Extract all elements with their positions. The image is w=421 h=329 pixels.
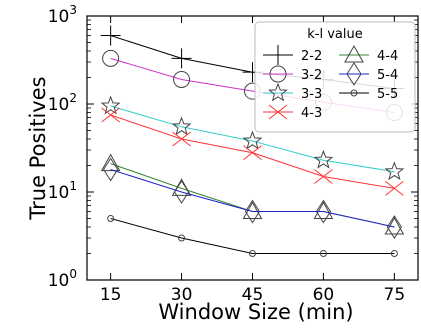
legend-label: 4-3 [301,106,322,121]
data-point-5-5 [390,250,398,258]
data-point-5-4 [386,215,402,239]
legend-title: k-l value [307,27,362,42]
marker-stroke [101,107,120,123]
legend-marker [268,104,288,120]
data-point-3-2 [173,70,191,88]
legend-item-5-5: 5-5 [339,87,398,102]
marker-shape [350,89,358,97]
marker-shape [344,44,364,63]
marker-shape [107,214,115,222]
legend-marker [268,45,288,65]
legend-label: 2-2 [301,49,322,64]
legend-marker [350,89,358,97]
legend-item-4-4: 4-4 [339,44,398,64]
y-tick-label: 102 [48,91,77,115]
marker-shape [178,234,186,242]
data-point-2-2 [100,25,121,46]
marker-stroke [385,180,404,196]
data-point-3-2 [102,49,120,67]
marker-shape [384,161,405,181]
marker-stroke [314,169,333,184]
marker-shape [313,201,334,220]
data-point-4-3 [385,180,404,196]
legend-item-3-2: 3-2 [263,65,322,83]
y-axis-title: True Positives [26,76,50,220]
data-point-3-3 [313,149,334,169]
data-point-5-5 [249,250,256,258]
marker-shape [386,215,402,239]
series-line-5-5 [110,218,395,254]
marker-shape [100,153,121,172]
marker-shape [173,180,190,204]
legend-marker [344,44,364,63]
y-tick-label: 103 [48,3,77,27]
data-point-3-3 [242,130,263,150]
marker-shape [313,149,334,169]
series-line-5-4 [110,169,395,228]
x-tick-label: 30 [171,285,193,305]
legend-label: 3-3 [301,87,322,102]
marker-shape [249,250,256,258]
legend-item-4-3: 4-3 [263,104,322,121]
axes: 15 30 45 60 75 100 101 102 103 [48,3,419,305]
x-tick-label: 75 [384,285,406,305]
data-point-3-3 [171,116,192,136]
x-tick-label: 60 [313,285,335,305]
marker-shape [171,116,192,136]
marker-shape [319,250,327,258]
legend-box [254,21,416,133]
legend-item-5-4: 5-4 [339,62,398,86]
marker-shape [390,250,398,258]
marker-shape [103,157,119,182]
x-tick-label: 45 [242,285,264,305]
marker-shape [244,199,261,224]
data-point-5-4 [315,199,332,224]
marker-shape [173,70,191,88]
marker-shape [346,62,362,86]
legend-marker [346,62,362,86]
marker-shape [268,82,288,102]
x-tick-label: 15 [100,285,122,305]
data-point-4-3 [172,131,191,147]
data-point-4-3 [314,169,333,184]
data-point-5-5 [107,214,115,222]
data-point-2-2 [171,48,192,69]
legend: k-l value 2-2 3-2 3-3 4-3 4-4 5-4 5-5 [254,21,416,133]
data-point-4-3 [101,107,120,123]
plot-area [100,25,405,258]
y-tick-label: 101 [48,179,77,203]
legend-label: 5-5 [377,87,398,102]
marker-shape [315,199,332,224]
marker-shape [100,95,121,115]
data-point-4-4 [313,201,334,220]
x-axis-title: Window Size (min) [158,300,353,324]
marker-stroke [172,131,191,147]
marker-shape [242,130,263,150]
legend-label: 4-4 [377,49,398,64]
y-tick-label: 100 [48,267,77,291]
legend-item-3-3: 3-3 [263,82,322,102]
legend-label: 5-4 [377,68,398,83]
data-point-3-3 [100,95,121,115]
data-point-4-3 [243,145,262,161]
data-point-4-4 [100,153,121,172]
legend-item-2-2: 2-2 [263,45,322,65]
data-point-5-4 [103,157,119,182]
data-point-5-4 [244,199,261,224]
marker-stroke [243,145,262,161]
data-point-5-5 [178,234,186,242]
legend-marker [269,65,287,83]
legend-marker [268,82,288,102]
data-point-3-3 [384,161,405,181]
legend-label: 3-2 [301,68,322,83]
marker-shape [102,49,120,67]
series-line-3-3 [110,105,395,173]
marker-stroke [268,104,288,120]
marker-shape [269,65,287,83]
data-point-5-4 [173,180,190,204]
data-point-5-5 [319,250,327,258]
